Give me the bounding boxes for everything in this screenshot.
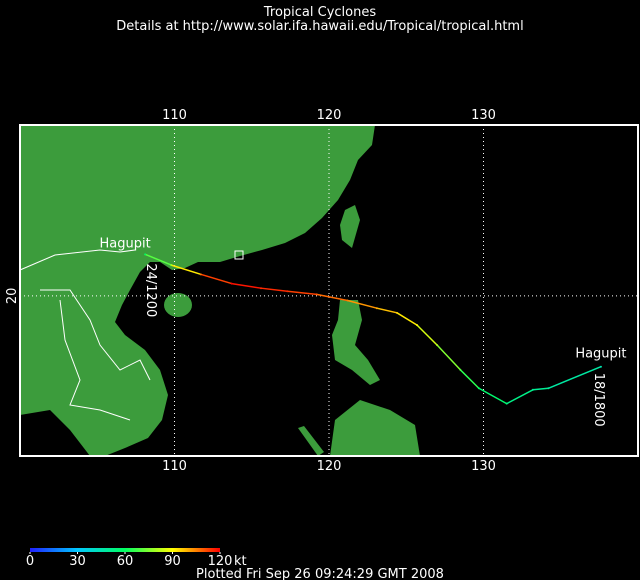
end-time: 24/1200 — [143, 263, 158, 317]
track-point — [505, 402, 508, 405]
luzon — [332, 300, 380, 385]
track-point — [144, 253, 147, 256]
lon-tick-label: 130 — [471, 459, 496, 474]
colorbar-tick-label: 60 — [117, 554, 134, 569]
border — [19, 249, 136, 271]
location-marker — [234, 250, 244, 260]
track-point — [260, 287, 263, 290]
track-point — [459, 368, 462, 371]
colorbar-tick-label: 90 — [164, 554, 181, 569]
storm-name: Hagupit — [575, 347, 626, 362]
borders — [19, 249, 151, 421]
map-frame — [19, 124, 639, 457]
track-point — [199, 273, 202, 276]
track-point — [230, 282, 233, 285]
track-segment — [506, 389, 534, 405]
colorbar — [30, 548, 220, 552]
track-segment — [171, 264, 201, 276]
track-segment — [376, 307, 398, 314]
track-segment — [231, 282, 262, 289]
track-segment — [532, 387, 549, 391]
colorbar-tick-label: 30 — [69, 554, 86, 569]
storm-name: Hagupit — [100, 236, 151, 251]
track-point — [436, 344, 439, 347]
track-point — [170, 264, 173, 267]
track-point — [531, 388, 534, 391]
footer: Plotted Fri Sep 26 09:24:29 GMT 2008 — [196, 567, 444, 580]
track-segment — [548, 366, 602, 389]
track-segment — [459, 369, 480, 389]
track-point — [315, 293, 318, 296]
track-segment — [144, 253, 172, 266]
track-point — [599, 365, 602, 368]
track-point — [477, 387, 480, 390]
lon-tick-label: 110 — [162, 108, 187, 123]
palawan — [298, 426, 324, 456]
colorbar-unit: kt — [234, 554, 247, 569]
start-time: 18/1800 — [591, 373, 606, 427]
track-point — [395, 311, 398, 314]
title: Tropical Cyclones — [263, 5, 376, 20]
lon-tick-label: 120 — [317, 459, 342, 474]
colorbar-tick-label: 120 — [208, 554, 233, 569]
colorbar-tick-label: 0 — [26, 554, 34, 569]
gulf-of-thailand — [20, 410, 90, 456]
track-segment — [200, 273, 232, 285]
subtitle: Details at http://www.solar.ifa.hawaii.e… — [116, 19, 523, 34]
border — [40, 289, 151, 381]
taiwan — [340, 205, 360, 248]
track-point — [547, 387, 550, 390]
lon-tick-label: 120 — [317, 108, 342, 123]
mainland — [20, 125, 375, 456]
track-point — [286, 290, 289, 293]
track-segment — [436, 344, 461, 371]
lon-tick-label: 130 — [471, 108, 496, 123]
track-segment — [396, 312, 418, 326]
lon-tick-label: 110 — [162, 459, 187, 474]
track-point — [416, 324, 419, 327]
border — [59, 299, 131, 421]
land — [20, 125, 420, 456]
track-segment — [260, 287, 288, 293]
hainan — [164, 293, 192, 317]
track-segment — [347, 299, 378, 309]
track-segment — [287, 290, 317, 296]
lat-tick-label: 20 — [5, 288, 20, 305]
track-segment — [316, 293, 348, 302]
track-segment — [416, 324, 438, 346]
visayas-mindanao — [330, 400, 420, 456]
track-point — [375, 307, 378, 310]
track-point — [346, 299, 349, 302]
track-segment — [478, 387, 508, 405]
